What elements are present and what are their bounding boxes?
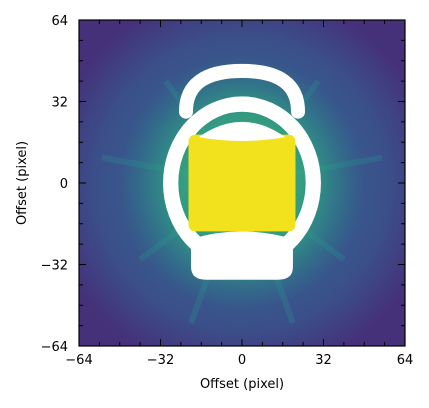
white-top-segment [198, 121, 286, 141]
x-tick-label: 64 [397, 353, 414, 368]
y-tick-label: 0 [60, 177, 68, 192]
white-top-arc [178, 63, 306, 119]
y-tick-label: 64 [51, 14, 68, 29]
tick-marks [78, 19, 406, 347]
y-tick-label: −32 [41, 259, 68, 274]
x-tick-labels: −64 −32 0 32 64 [65, 353, 413, 368]
white-bottom-lobe [191, 231, 293, 280]
y-tick-labels: −64 −32 0 32 64 [41, 14, 68, 355]
x-tick-label: 0 [238, 353, 246, 368]
x-tick-label: 32 [315, 353, 332, 368]
y-tick-label: −64 [41, 340, 68, 355]
y-axis-label: Offset (pixel) [15, 141, 30, 225]
plot-area [79, 20, 405, 346]
x-tick-label: −64 [65, 353, 92, 368]
y-tick-label: 32 [51, 96, 68, 111]
x-tick-label: −32 [147, 353, 174, 368]
x-axis-label: Offset (pixel) [200, 377, 284, 392]
bright-core [188, 134, 296, 232]
